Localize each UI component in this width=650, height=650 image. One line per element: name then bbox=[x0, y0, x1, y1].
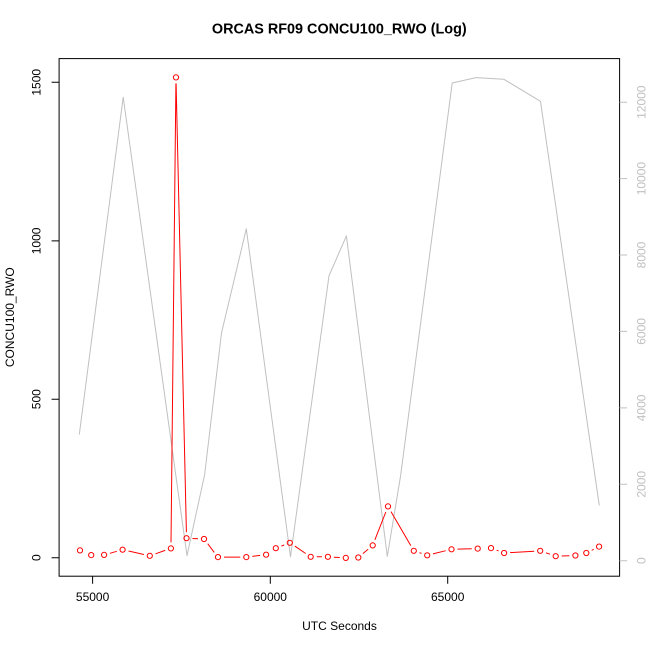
svg-text:500: 500 bbox=[30, 389, 44, 409]
svg-text:4000: 4000 bbox=[635, 394, 649, 421]
svg-text:1000: 1000 bbox=[30, 227, 44, 254]
svg-text:1500: 1500 bbox=[30, 69, 44, 96]
svg-text:6000: 6000 bbox=[635, 318, 649, 345]
svg-text:8000: 8000 bbox=[635, 241, 649, 268]
svg-text:CONCU100_RWO: CONCU100_RWO bbox=[3, 267, 17, 367]
svg-text:2000: 2000 bbox=[635, 471, 649, 498]
svg-text:65000: 65000 bbox=[431, 590, 465, 604]
svg-text:UTC Seconds: UTC Seconds bbox=[302, 619, 377, 633]
svg-text:55000: 55000 bbox=[76, 590, 110, 604]
svg-text:ORCAS RF09 CONCU100_RWO (Log): ORCAS RF09 CONCU100_RWO (Log) bbox=[212, 22, 467, 38]
svg-text:12000: 12000 bbox=[635, 85, 649, 119]
svg-text:0: 0 bbox=[30, 554, 44, 561]
svg-text:0: 0 bbox=[635, 557, 649, 564]
svg-text:60000: 60000 bbox=[254, 590, 288, 604]
svg-text:10000: 10000 bbox=[635, 162, 649, 196]
